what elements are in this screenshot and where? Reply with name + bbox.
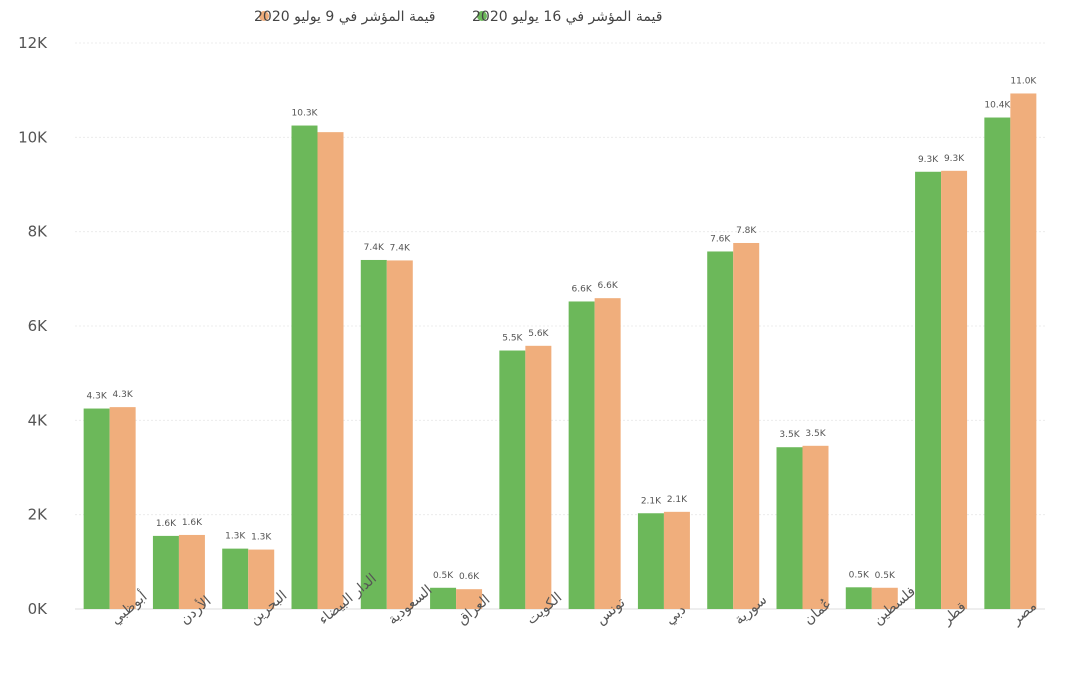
y-axis: 0K 2K 4K 6K 8K 10K 12K xyxy=(18,34,48,618)
legend: قيمة المؤشر في 16 يوليو 2020 قيمة المؤشر… xyxy=(254,9,662,25)
data-label: 10.4K xyxy=(984,101,1011,111)
data-label: 11.0K xyxy=(1010,76,1037,86)
data-label: 3.5K xyxy=(779,430,800,440)
data-label: 1.3K xyxy=(225,532,246,542)
bar xyxy=(845,587,872,609)
data-label: 7.4K xyxy=(364,243,385,253)
bar xyxy=(248,549,275,609)
bar xyxy=(109,407,136,609)
data-label: 7.6K xyxy=(710,234,731,244)
bar xyxy=(291,125,318,610)
bar xyxy=(707,251,734,609)
data-label: 0.5K xyxy=(849,570,870,580)
bar xyxy=(941,170,968,610)
data-label: 6.6K xyxy=(598,281,619,291)
data-label: 9.3K xyxy=(918,155,939,165)
bar xyxy=(915,171,942,609)
bar xyxy=(317,132,344,609)
data-label: 7.8K xyxy=(736,226,757,236)
data-label: 6.6K xyxy=(572,284,593,294)
bar xyxy=(871,587,898,609)
y-tick-label: 6K xyxy=(28,317,49,335)
y-tick-label: 8K xyxy=(28,223,49,241)
bar xyxy=(663,511,690,609)
y-tick-label: 0K xyxy=(28,600,49,618)
bar xyxy=(430,587,457,609)
data-label: 10.3K xyxy=(292,109,319,119)
data-labels: 4.3K 4.3K 1.6K 1.6K 1.3K 1.3K 10.3K 7.4K 7.4K 0.5… xyxy=(87,76,1038,582)
y-tick-label: 10K xyxy=(18,128,48,146)
legend-label-orange: قيمة المؤشر في 9 يوليو 2020 xyxy=(254,9,436,25)
y-tick-label: 12K xyxy=(18,34,48,52)
gridlines xyxy=(75,42,1045,610)
data-label: 5.6K xyxy=(528,329,549,339)
bar xyxy=(1010,93,1037,610)
data-label: 9.3K xyxy=(944,154,965,164)
data-label: 0.6K xyxy=(459,572,480,582)
bar xyxy=(984,117,1011,610)
data-label: 3.5K xyxy=(805,429,826,439)
data-label: 1.6K xyxy=(182,518,203,528)
bar xyxy=(152,535,179,609)
legend-label-green: قيمة المؤشر في 16 يوليو 2020 xyxy=(472,9,662,25)
data-label: 0.5K xyxy=(433,571,454,581)
bars xyxy=(83,93,1037,610)
bar xyxy=(83,408,110,609)
data-label: 2.1K xyxy=(667,495,688,505)
data-label: 0.5K xyxy=(875,571,896,581)
y-tick-label: 4K xyxy=(28,411,49,429)
legend-swatch-orange xyxy=(259,11,269,21)
bar xyxy=(360,259,387,609)
bar xyxy=(178,534,205,609)
bar xyxy=(568,301,595,609)
bar xyxy=(637,513,664,609)
data-label: 1.3K xyxy=(251,533,272,543)
bar xyxy=(222,548,249,609)
data-label: 7.4K xyxy=(390,243,411,253)
data-label: 5.5K xyxy=(502,334,523,344)
legend-swatch-green xyxy=(477,11,487,21)
data-label: 2.1K xyxy=(641,496,662,506)
bar xyxy=(776,447,803,609)
bar xyxy=(525,345,552,609)
data-label: 1.6K xyxy=(156,519,177,529)
bar xyxy=(594,298,621,609)
bar xyxy=(456,589,483,609)
bar xyxy=(499,350,526,609)
data-label: 4.3K xyxy=(113,390,134,400)
y-tick-label: 2K xyxy=(28,506,49,524)
bar xyxy=(386,260,413,609)
data-label: 4.3K xyxy=(87,392,108,402)
bar xyxy=(733,242,760,609)
bar xyxy=(802,445,829,609)
